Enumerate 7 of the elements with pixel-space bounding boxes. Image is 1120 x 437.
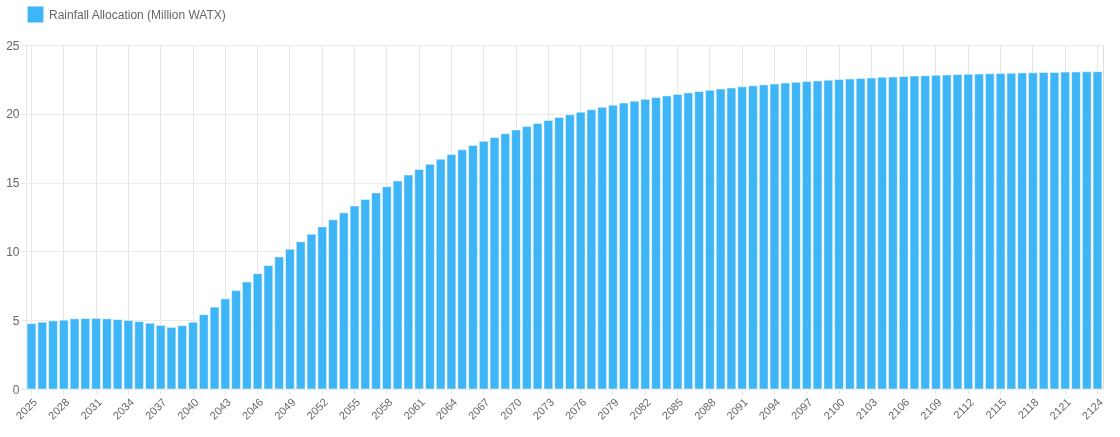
- y-tick-label: 5: [12, 313, 20, 328]
- y-tick-label: 25: [6, 38, 20, 53]
- y-tick-label: 15: [6, 176, 20, 191]
- y-tick-label: 0: [12, 382, 20, 397]
- legend-label: Rainfall Allocation (Million WATX): [49, 7, 226, 22]
- y-tick-label: 10: [6, 244, 20, 259]
- y-tick-label: 20: [6, 107, 20, 122]
